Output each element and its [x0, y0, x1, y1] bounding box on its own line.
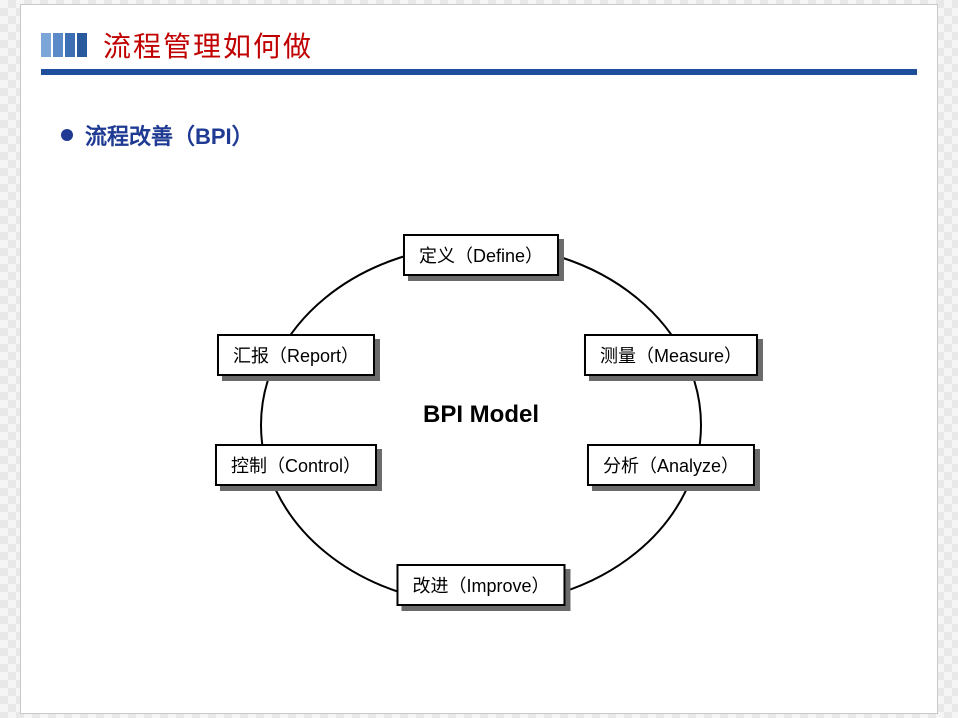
- slide: 流程管理如何做 流程改善（BPI） BPI Model 定义（Define）测量…: [20, 4, 938, 714]
- node-improve: 改进（Improve）: [396, 564, 565, 606]
- node-measure: 测量（Measure）: [584, 334, 758, 376]
- node-analyze: 分析（Analyze）: [587, 444, 755, 486]
- node-label: 分析（Analyze）: [587, 444, 755, 486]
- node-control: 控制（Control）: [215, 444, 377, 486]
- node-label: 控制（Control）: [215, 444, 377, 486]
- node-label: 汇报（Report）: [217, 334, 375, 376]
- node-define: 定义（Define）: [403, 234, 559, 276]
- node-label: 测量（Measure）: [584, 334, 758, 376]
- node-label: 定义（Define）: [403, 234, 559, 276]
- node-label: 改进（Improve）: [396, 564, 565, 606]
- diagram-center-label: BPI Model: [423, 401, 539, 429]
- node-report: 汇报（Report）: [217, 334, 375, 376]
- bpi-cycle-diagram: BPI Model 定义（Define） 测量（Measure） 分析（Analyz…: [21, 5, 937, 713]
